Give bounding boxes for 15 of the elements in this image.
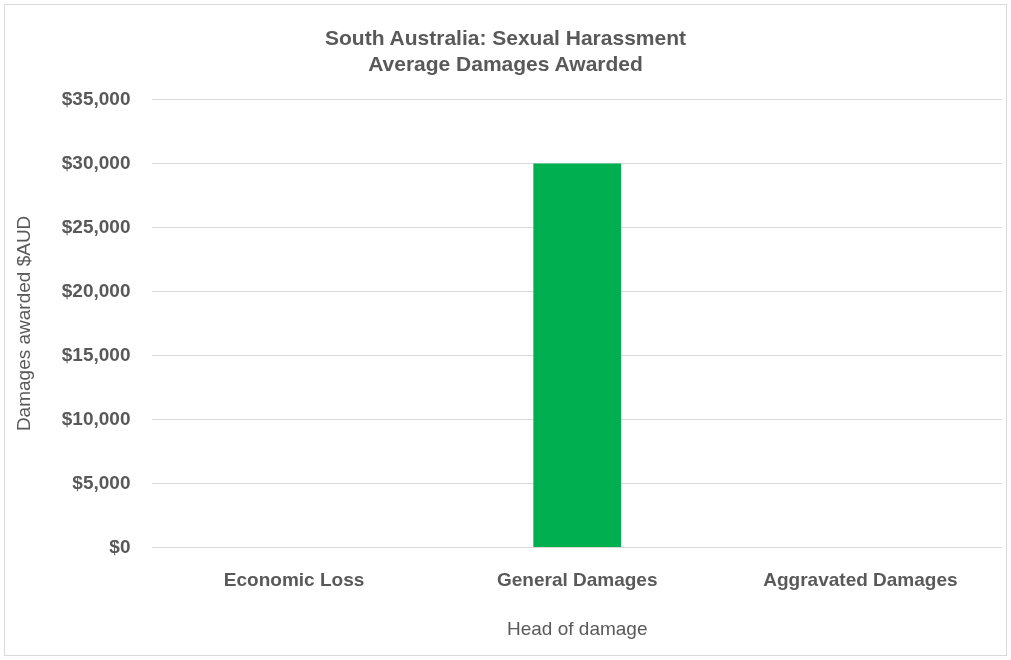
x-axis-title: Head of damage [506,617,648,639]
y-tick-label: $10,000 [61,407,131,429]
x-tick-label: Economic Loss [223,569,365,591]
y-axis-title: Damages awarded $AUD [12,215,34,432]
y-tick-label: $20,000 [61,279,131,301]
y-tick-label: $0 [109,535,131,557]
y-tick-label: $35,000 [61,87,131,109]
y-tick-label: $15,000 [61,343,131,365]
x-tick-label: Aggravated Damages [763,569,958,591]
text: South Australia: Sexual Harassment [325,26,686,50]
text: Average Damages Awarded [368,51,643,75]
y-tick-label: $25,000 [61,215,131,237]
x-tick-label: General Damages [496,569,658,591]
y-tick-label: $5,000 [72,471,131,493]
y-tick-label: $30,000 [61,151,131,173]
